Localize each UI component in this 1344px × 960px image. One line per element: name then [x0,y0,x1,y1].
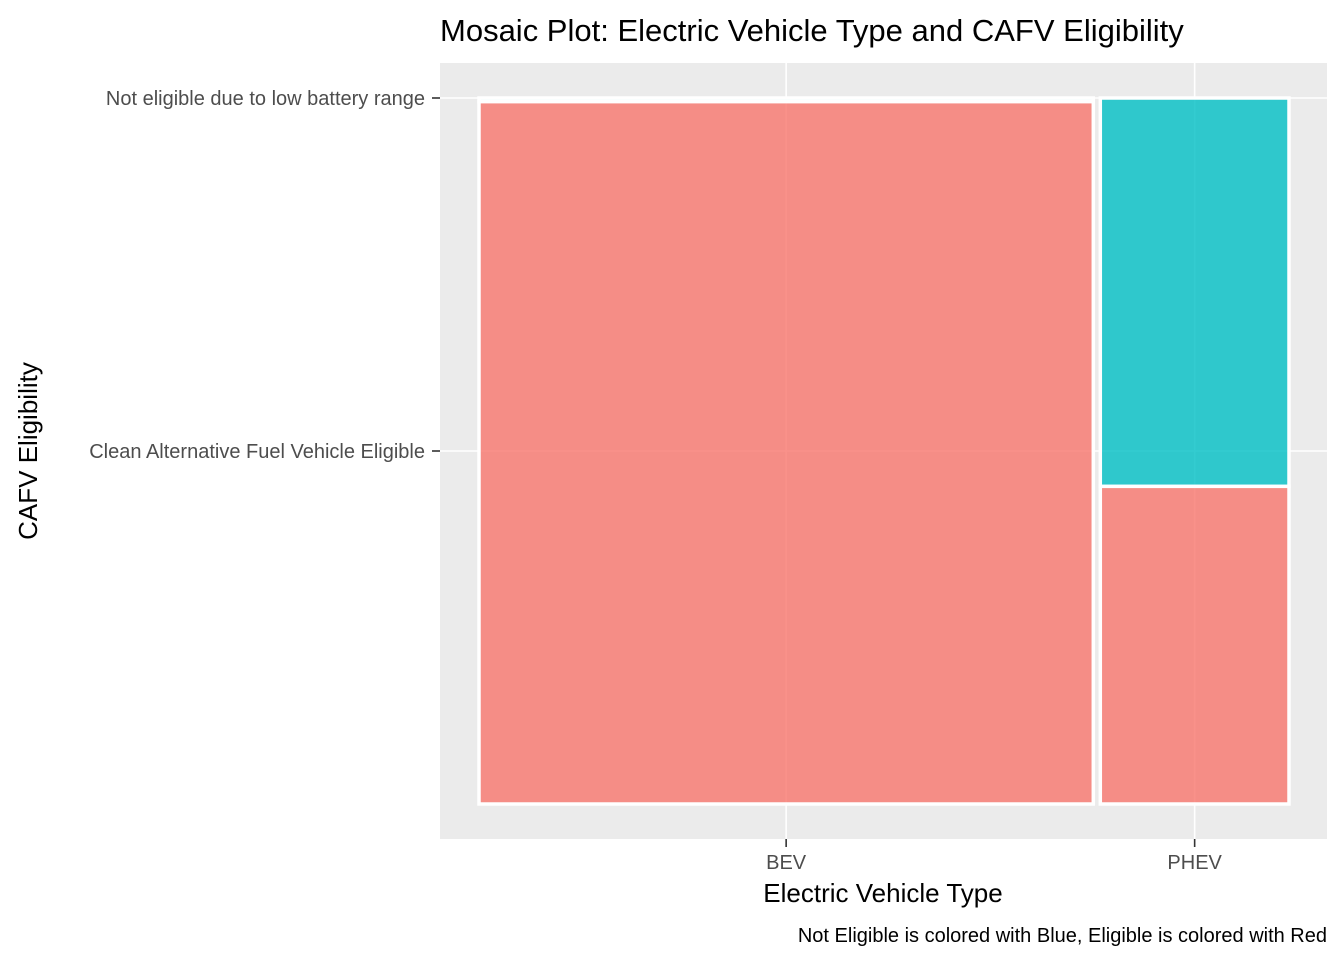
x-tick-label-bev: BEV [766,852,807,874]
chart-title: Mosaic Plot: Electric Vehicle Type and C… [440,13,1184,48]
y-axis-title: CAFV Eligibility [13,362,43,540]
tile-bev-eligible [477,99,1096,806]
y-axis: Clean Alternative Fuel Vehicle Eligible N… [89,88,440,463]
x-tick-label-phev: PHEV [1167,852,1222,874]
tile-bev-not-eligible [477,96,1096,104]
tile-phev-eligible [1098,484,1291,806]
x-axis: BEV PHEV [766,839,1223,874]
x-axis-title: Electric Vehicle Type [763,878,1002,908]
y-tick-label-0: Clean Alternative Fuel Vehicle Eligible [89,441,425,463]
tile-phev-not-eligible [1098,96,1291,489]
chart-caption: Not Eligible is colored with Blue, Eligi… [798,925,1327,947]
mosaic-tiles [477,96,1291,806]
y-tick-label-1: Not eligible due to low battery range [106,88,425,110]
